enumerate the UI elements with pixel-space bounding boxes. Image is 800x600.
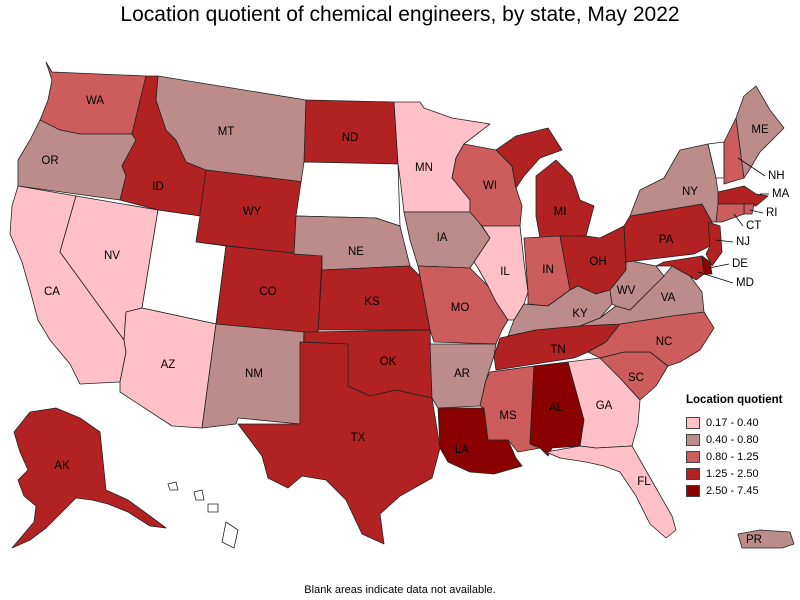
state-label-ga: GA <box>596 400 613 412</box>
map-title: Location quotient of chemical engineers,… <box>120 3 680 26</box>
state-label-il: IL <box>500 266 510 278</box>
state-label-ks: KS <box>364 296 380 308</box>
legend-item: 1.25 - 2.50 <box>686 465 796 482</box>
state-label-mo: MO <box>451 302 470 314</box>
state-PR[interactable] <box>737 529 795 549</box>
state-MD[interactable] <box>655 255 705 281</box>
state-HI[interactable] <box>167 481 239 549</box>
legend-item: 0.17 - 0.40 <box>686 414 796 431</box>
state-label-pr: PR <box>746 534 762 546</box>
legend-swatch <box>686 433 700 446</box>
state-NJ[interactable] <box>705 221 723 267</box>
state-label-tx: TX <box>351 432 366 444</box>
state-label-nv: NV <box>104 250 120 262</box>
state-label-wa: WA <box>86 95 104 107</box>
legend-label: 0.40 - 0.80 <box>706 433 759 446</box>
legend-label: 1.25 - 2.50 <box>706 467 759 480</box>
legend-label: 2.50 - 7.45 <box>706 484 759 497</box>
leader-line-md <box>697 271 734 284</box>
legend-label: 0.17 - 0.40 <box>706 416 759 429</box>
state-label-az: AZ <box>161 359 176 371</box>
state-label-nm: NM <box>245 368 263 380</box>
state-CT[interactable] <box>715 203 745 223</box>
state-MA[interactable] <box>717 185 769 207</box>
state-label-ri: RI <box>766 207 778 219</box>
state-label-nd: ND <box>342 132 359 144</box>
state-label-ny: NY <box>682 186 698 198</box>
legend-swatch <box>686 416 700 429</box>
state-label-ct: CT <box>746 220 761 232</box>
state-label-ia: IA <box>437 232 448 244</box>
state-label-oh: OH <box>589 256 606 268</box>
leader-line-nj <box>715 239 734 243</box>
state-FL[interactable] <box>545 445 677 539</box>
state-label-wi: WI <box>483 180 497 192</box>
state-label-me: ME <box>751 124 769 136</box>
state-label-md: MD <box>736 277 754 289</box>
state-label-co: CO <box>259 286 276 298</box>
state-label-la: LA <box>455 444 469 456</box>
state-TX[interactable] <box>237 341 441 545</box>
state-label-wy: WY <box>243 206 262 218</box>
legend-swatch <box>686 484 700 497</box>
legend-item: 0.80 - 1.25 <box>686 448 796 465</box>
state-label-ms: MS <box>499 410 517 422</box>
state-label-ky: KY <box>572 308 588 320</box>
state-label-ar: AR <box>454 368 470 380</box>
state-MO[interactable] <box>417 265 509 345</box>
state-label-or: OR <box>41 155 58 167</box>
legend-label: 0.80 - 1.25 <box>706 450 759 463</box>
leader-line-ct <box>733 213 744 227</box>
state-label-ma: MA <box>772 188 790 200</box>
state-MI[interactable] <box>495 127 595 239</box>
state-label-mt: MT <box>218 126 235 138</box>
legend: Location quotient 0.17 - 0.40 0.40 - 0.80… <box>686 394 796 499</box>
legend-items: 0.17 - 0.40 0.40 - 0.80 0.80 - 1.25 1.25 - … <box>686 414 796 499</box>
state-label-ca: CA <box>44 286 60 298</box>
state-WI[interactable] <box>451 143 523 227</box>
state-label-nc: NC <box>656 336 673 348</box>
state-label-ne: NE <box>348 246 364 258</box>
state-label-mn: MN <box>415 162 433 174</box>
state-label-al: AL <box>549 402 564 414</box>
state-IL[interactable] <box>473 225 529 321</box>
state-label-pa: PA <box>659 234 674 246</box>
state-RI[interactable] <box>743 203 755 215</box>
state-label-nj: NJ <box>736 236 750 248</box>
state-label-sc: SC <box>628 372 644 384</box>
state-label-ok: OK <box>380 356 397 368</box>
legend-item: 2.50 - 7.45 <box>686 482 796 499</box>
legend-item: 0.40 - 0.80 <box>686 431 796 448</box>
state-label-ak: AK <box>54 460 70 472</box>
leader-line-nh <box>737 157 766 177</box>
state-label-wv: WV <box>617 285 636 297</box>
state-AK[interactable] <box>11 407 167 549</box>
legend-swatch <box>686 450 700 463</box>
footnote: Blank areas indicate data not available. <box>304 584 496 596</box>
state-label-nh: NH <box>768 170 785 182</box>
state-label-de: DE <box>732 258 748 270</box>
leader-line-ri <box>749 209 764 214</box>
state-label-id: ID <box>152 181 164 193</box>
state-label-fl: FL <box>637 476 651 488</box>
state-label-tn: TN <box>550 344 565 356</box>
leader-line-de <box>708 263 730 269</box>
state-label-mi: MI <box>554 206 567 218</box>
state-label-va: VA <box>661 292 676 304</box>
legend-swatch <box>686 467 700 480</box>
state-label-in: IN <box>542 264 554 276</box>
state-ME[interactable] <box>735 85 785 179</box>
legend-title: Location quotient <box>686 394 783 406</box>
